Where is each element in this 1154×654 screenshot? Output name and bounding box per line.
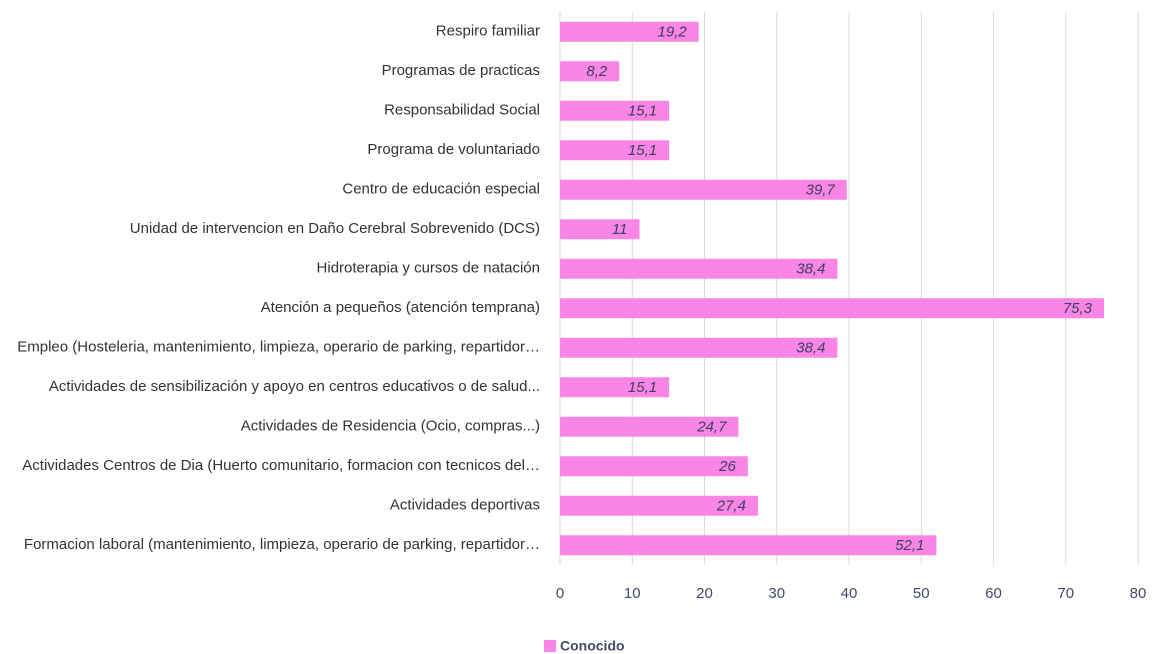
- x-tick-label: 0: [556, 585, 564, 602]
- data-label: 38,4: [796, 340, 825, 357]
- bar: [560, 61, 620, 82]
- data-label: 15,1: [628, 379, 657, 396]
- category-label: Programa de voluntariado: [367, 141, 540, 158]
- x-tick-label: 60: [985, 585, 1002, 602]
- bar: [560, 258, 838, 279]
- data-label: 15,1: [628, 142, 657, 159]
- category-label: Formacion laboral (mantenimiento, limpie…: [24, 536, 540, 553]
- category-label: Actividades Centros de Dia (Huerto comun…: [22, 457, 540, 474]
- data-label: 26: [718, 458, 736, 475]
- bar: [560, 495, 758, 516]
- category-label: Programas de practicas: [382, 62, 540, 79]
- legend-swatch: [544, 640, 556, 652]
- data-label: 75,3: [1063, 300, 1093, 317]
- legend-label: Conocido: [560, 638, 625, 654]
- category-label: Responsabilidad Social: [384, 102, 540, 119]
- data-label: 52,1: [895, 537, 924, 554]
- category-label: Actividades deportivas: [390, 497, 540, 514]
- bar: [560, 140, 670, 161]
- bar: [560, 219, 640, 240]
- data-label: 38,4: [796, 261, 825, 278]
- x-tick-label: 30: [768, 585, 785, 602]
- data-label: 8,2: [586, 63, 608, 80]
- data-label: 27,4: [716, 498, 746, 515]
- category-label: Actividades de sensibilización y apoyo e…: [49, 378, 540, 395]
- x-tick-label: 80: [1130, 585, 1147, 602]
- category-label: Empleo (Hosteleria, mantenimiento, limpi…: [17, 339, 540, 356]
- bar: [560, 21, 699, 42]
- bar: [560, 377, 670, 398]
- data-label: 15,1: [628, 103, 657, 120]
- bar: [560, 100, 670, 121]
- bar: [560, 535, 937, 556]
- bar: [560, 337, 838, 358]
- data-label: 39,7: [806, 182, 836, 199]
- bar: [560, 298, 1105, 319]
- x-tick-label: 50: [913, 585, 930, 602]
- data-label: 24,7: [696, 419, 727, 436]
- x-tick-label: 10: [624, 585, 641, 602]
- data-label: 19,2: [658, 24, 688, 41]
- category-label: Actividades de Residencia (Ocio, compras…: [241, 418, 540, 435]
- category-label: Unidad de intervencion en Daño Cerebral …: [130, 220, 540, 237]
- bar: [560, 416, 739, 437]
- category-label: Centro de educación especial: [342, 181, 540, 198]
- bar: [560, 456, 748, 477]
- x-tick-label: 40: [841, 585, 858, 602]
- category-label: Hidroterapia y cursos de natación: [317, 260, 540, 277]
- category-label: Respiro familiar: [436, 23, 540, 40]
- category-label: Atención a pequeños (atención temprana): [261, 299, 540, 316]
- x-tick-label: 20: [696, 585, 713, 602]
- x-tick-label: 70: [1057, 585, 1074, 602]
- bar: [560, 179, 847, 200]
- data-label: 11: [612, 221, 628, 238]
